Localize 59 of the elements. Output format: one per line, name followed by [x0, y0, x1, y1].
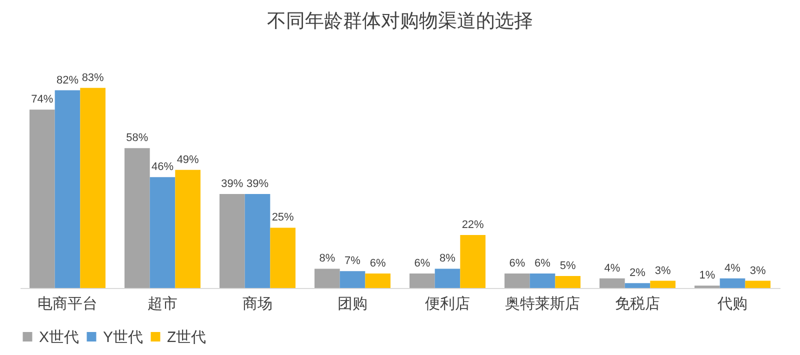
bar	[175, 170, 200, 288]
data-label: 8%	[440, 252, 456, 265]
bar	[80, 88, 106, 288]
legend-label: Y世代	[103, 328, 144, 346]
bar	[600, 278, 625, 288]
data-label: 4%	[724, 262, 741, 274]
bar	[434, 268, 460, 288]
bar	[410, 274, 435, 288]
data-label: 46%	[151, 161, 174, 174]
bar	[460, 234, 486, 288]
data-label: 2%	[630, 267, 646, 280]
bar	[270, 228, 296, 288]
x-tick-label: 便利店	[425, 296, 470, 312]
bar	[745, 280, 770, 288]
x-tick-label: 奥特莱斯店	[505, 296, 580, 312]
data-label: 83%	[82, 72, 104, 84]
bar	[54, 90, 80, 288]
x-tick-label: 超市	[148, 296, 178, 312]
bar	[530, 274, 556, 288]
x-tick-label: 团购	[338, 296, 368, 312]
data-label: 39%	[246, 178, 269, 190]
x-tick-label: 免税店	[615, 296, 660, 312]
data-label: 6%	[509, 258, 526, 270]
data-label: 25%	[272, 212, 294, 224]
bar	[624, 283, 650, 288]
bar	[244, 194, 270, 288]
data-label: 22%	[462, 218, 484, 231]
bar	[365, 274, 390, 288]
data-label: 74%	[31, 94, 54, 106]
bar	[650, 280, 676, 288]
data-label: 5%	[560, 260, 576, 272]
data-label: 6%	[370, 258, 386, 270]
data-label: 82%	[56, 74, 79, 86]
bar	[30, 110, 55, 288]
x-tick-label: 电商平台	[38, 296, 98, 312]
bar	[220, 194, 245, 288]
data-label: 8%	[319, 252, 336, 265]
data-label: 39%	[221, 178, 244, 190]
data-label: 58%	[126, 132, 148, 144]
data-label: 1%	[699, 270, 716, 282]
bar	[124, 148, 150, 288]
data-label: 49%	[176, 154, 200, 166]
data-label: 6%	[534, 258, 551, 270]
x-tick-label: 代购	[716, 296, 748, 312]
bar	[314, 268, 340, 288]
bar	[555, 276, 580, 288]
legend-label: X世代	[39, 328, 80, 346]
x-tick-label: 商场	[242, 296, 272, 312]
data-label: 7%	[344, 255, 361, 268]
data-label: 3%	[750, 264, 766, 277]
data-label: 3%	[654, 264, 671, 277]
chart-title: 不同年龄群体对购物渠道的选择	[267, 11, 533, 32]
bar	[504, 274, 530, 288]
legend-label: Z世代	[167, 328, 206, 346]
data-label: 4%	[604, 262, 620, 274]
bar	[150, 177, 176, 288]
data-label: 6%	[414, 258, 430, 270]
bar	[720, 278, 746, 288]
bar	[340, 271, 366, 288]
